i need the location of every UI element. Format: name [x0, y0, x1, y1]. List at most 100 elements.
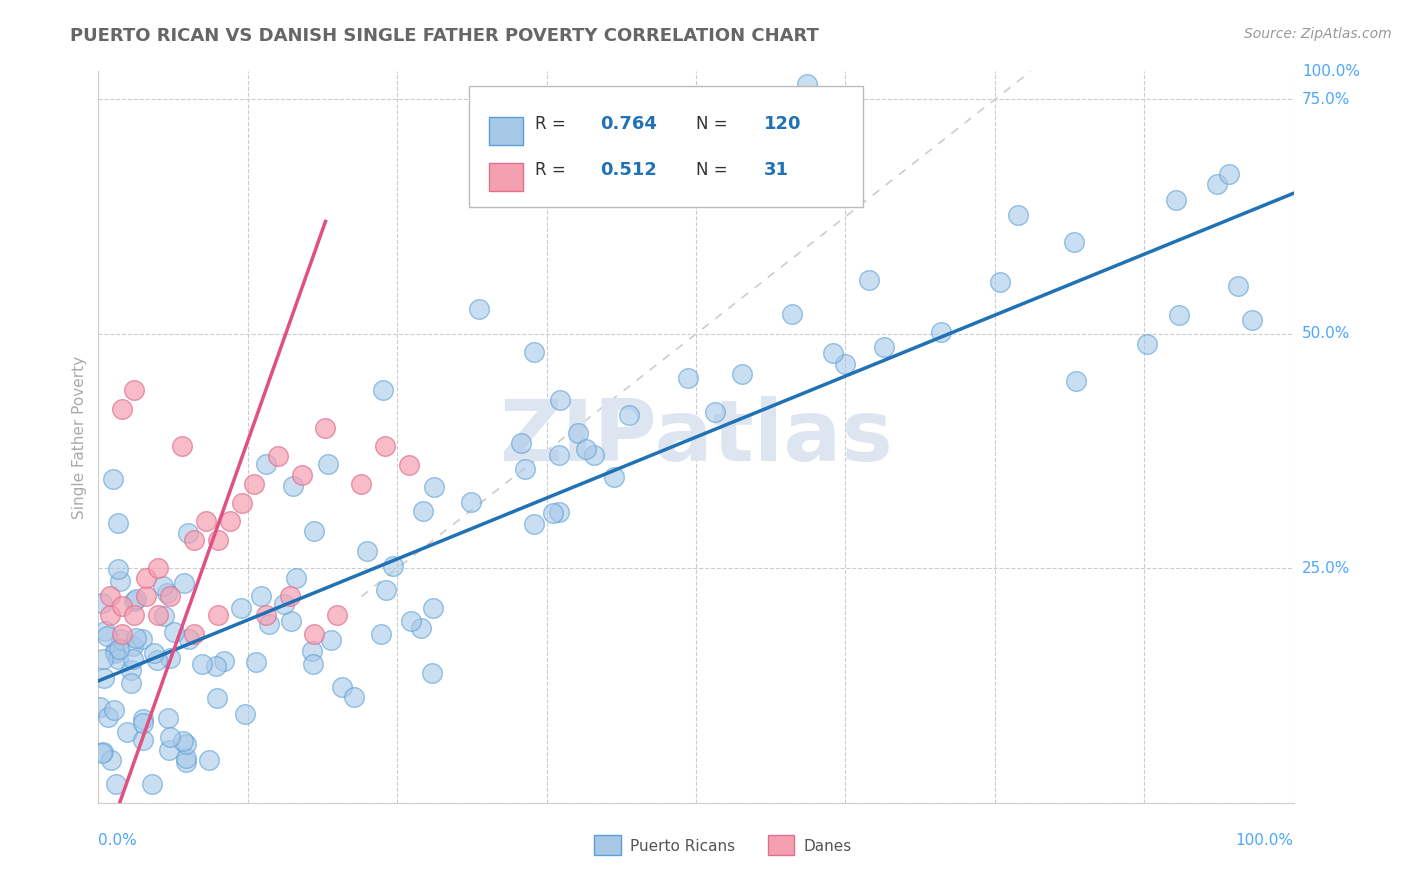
- Point: [96, 629, 118, 643]
- Text: Danes: Danes: [804, 839, 852, 855]
- Point: [273, 597, 295, 611]
- Point: [1136, 337, 1159, 351]
- Point: [207, 533, 229, 548]
- Point: [249, 589, 271, 603]
- Point: [125, 592, 148, 607]
- Point: [382, 559, 405, 574]
- Text: PUERTO RICAN VS DANISH SINGLE FATHER POVERTY CORRELATION CHART: PUERTO RICAN VS DANISH SINGLE FATHER POV…: [70, 27, 820, 45]
- Point: [104, 643, 127, 657]
- Point: [195, 515, 218, 529]
- Point: [231, 496, 253, 510]
- Text: R =: R =: [534, 115, 565, 133]
- Point: [254, 457, 277, 471]
- Point: [107, 652, 129, 666]
- Point: [796, 78, 818, 92]
- Point: [243, 477, 266, 491]
- FancyBboxPatch shape: [470, 86, 863, 207]
- Point: [302, 524, 325, 538]
- Text: 25.0%: 25.0%: [1302, 561, 1350, 576]
- Point: [375, 582, 398, 597]
- Point: [1063, 235, 1085, 249]
- Point: [582, 449, 605, 463]
- Point: [509, 436, 531, 450]
- Point: [398, 458, 420, 473]
- Point: [115, 724, 138, 739]
- Point: [207, 608, 229, 623]
- Point: [93, 671, 115, 685]
- Point: [214, 654, 236, 668]
- Point: [156, 586, 179, 600]
- Point: [316, 457, 339, 471]
- Point: [548, 448, 571, 462]
- Point: [356, 543, 378, 558]
- Point: [163, 624, 186, 639]
- Text: 100.0%: 100.0%: [1236, 833, 1294, 848]
- Point: [326, 608, 349, 623]
- Point: [98, 608, 122, 623]
- Point: [183, 627, 205, 641]
- Point: [988, 276, 1011, 290]
- Point: [374, 440, 396, 454]
- Point: [172, 734, 194, 748]
- Point: [111, 599, 134, 613]
- Point: [254, 608, 277, 623]
- Point: [124, 608, 146, 623]
- FancyBboxPatch shape: [489, 163, 523, 191]
- Point: [267, 449, 290, 463]
- Point: [173, 575, 195, 590]
- Point: [142, 646, 165, 660]
- Point: [301, 657, 323, 672]
- Point: [105, 777, 128, 791]
- Point: [423, 480, 446, 494]
- Point: [523, 345, 546, 359]
- Point: [177, 525, 200, 540]
- Point: [205, 690, 228, 705]
- Point: [197, 752, 219, 766]
- Y-axis label: Single Father Poverty: Single Father Poverty: [72, 356, 87, 518]
- Point: [172, 440, 194, 454]
- Text: Source: ZipAtlas.com: Source: ZipAtlas.com: [1244, 27, 1392, 41]
- Point: [301, 644, 323, 658]
- Point: [834, 357, 856, 371]
- Point: [343, 690, 366, 705]
- Point: [174, 737, 197, 751]
- Point: [291, 467, 314, 482]
- Point: [219, 515, 242, 529]
- Point: [135, 590, 157, 604]
- Point: [103, 703, 125, 717]
- Point: [122, 594, 145, 608]
- Point: [280, 614, 302, 628]
- Point: [422, 665, 444, 680]
- Point: [152, 579, 174, 593]
- Point: [131, 632, 153, 646]
- Point: [107, 562, 129, 576]
- Point: [229, 601, 252, 615]
- Point: [676, 370, 699, 384]
- Point: [159, 590, 181, 604]
- Point: [422, 601, 444, 615]
- Point: [513, 461, 536, 475]
- FancyBboxPatch shape: [595, 835, 620, 855]
- Point: [541, 506, 564, 520]
- Point: [148, 561, 170, 575]
- Point: [108, 574, 131, 588]
- Point: [285, 571, 308, 585]
- Point: [152, 609, 174, 624]
- Point: [548, 505, 571, 519]
- Point: [468, 301, 491, 316]
- Point: [104, 647, 127, 661]
- Point: [350, 477, 373, 491]
- Point: [617, 408, 640, 422]
- Point: [98, 590, 122, 604]
- Point: [89, 700, 111, 714]
- Point: [108, 641, 131, 656]
- Text: 0.764: 0.764: [600, 115, 657, 133]
- Point: [91, 652, 114, 666]
- Point: [91, 745, 114, 759]
- Point: [929, 326, 952, 340]
- Point: [412, 504, 434, 518]
- Text: 50.0%: 50.0%: [1302, 326, 1350, 342]
- Point: [125, 631, 148, 645]
- Text: 0.512: 0.512: [600, 161, 657, 179]
- Point: [111, 401, 134, 416]
